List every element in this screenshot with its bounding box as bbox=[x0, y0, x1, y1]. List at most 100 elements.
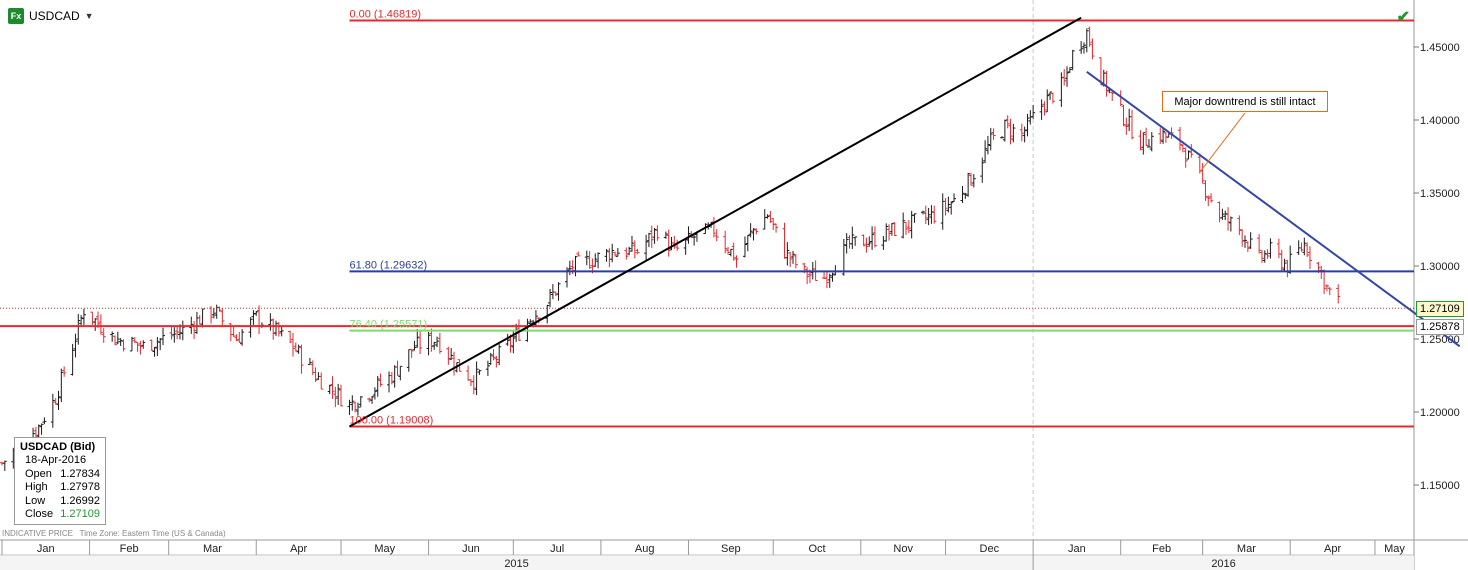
annotation-callout[interactable]: Major downtrend is still intact bbox=[1162, 91, 1328, 112]
ohlc-bar bbox=[731, 242, 736, 261]
ohlc-bar bbox=[211, 307, 216, 319]
ohlc-bar bbox=[1223, 210, 1228, 221]
ohlc-bar bbox=[870, 226, 875, 250]
ohlc-bar bbox=[53, 398, 58, 405]
ohlc-bar bbox=[1248, 232, 1253, 249]
ohlc-bar bbox=[231, 326, 236, 338]
ohlc-bar bbox=[988, 127, 993, 151]
ohlc-bar bbox=[751, 228, 756, 241]
month-label: May bbox=[1384, 543, 1405, 555]
ohlc-bar bbox=[827, 273, 832, 288]
ohlc-bar bbox=[774, 223, 779, 233]
ohlc-bar bbox=[655, 225, 660, 241]
ohlc-bar bbox=[412, 340, 417, 351]
ohlc-bar bbox=[1067, 67, 1072, 73]
ohlc-bar bbox=[629, 235, 634, 252]
ohlc-bar bbox=[1262, 250, 1267, 263]
ohlc-bar bbox=[1158, 127, 1163, 144]
fib-level-label: 76.40 (1.25571) bbox=[349, 319, 427, 331]
ohlc-bar bbox=[192, 321, 197, 340]
ohlc-bar bbox=[1186, 150, 1191, 160]
ohlc-bar bbox=[1146, 138, 1151, 148]
ohlc-bar bbox=[652, 227, 657, 244]
ohlc-bar bbox=[50, 393, 55, 428]
ohlc-bar bbox=[850, 226, 855, 249]
level-price-tag: 1.25878 bbox=[1416, 319, 1464, 335]
ohlc-bar bbox=[949, 201, 954, 215]
y-tick-label: 1.20000 bbox=[1420, 407, 1460, 419]
ohlc-bar bbox=[333, 386, 338, 408]
level-labels: 0.00 (1.46819) 61.80 (1.29632) 76.40 (1.25… bbox=[349, 8, 433, 426]
ohlc-bar bbox=[788, 252, 793, 267]
ohlc-bar bbox=[1245, 241, 1250, 253]
ohlc-bar bbox=[409, 348, 414, 358]
ohlc-bar bbox=[1110, 91, 1115, 101]
ohlc-bar bbox=[906, 220, 911, 234]
ohlc-bar bbox=[923, 205, 928, 225]
ohlc-bar bbox=[367, 397, 372, 403]
ohlc-bar bbox=[1065, 66, 1070, 87]
data-window-title: USDCAD (Bid) bbox=[20, 441, 96, 453]
open-row: Open 1.27834 bbox=[25, 467, 100, 480]
ohlc-bar bbox=[1144, 127, 1149, 146]
ohlc-bar bbox=[1031, 104, 1036, 119]
ohlc-bar bbox=[389, 371, 394, 385]
ohlc-bar bbox=[1045, 89, 1050, 113]
ohlc-bar bbox=[429, 328, 434, 352]
symbol-name[interactable]: USDCAD bbox=[29, 9, 80, 23]
ohlc-bar bbox=[1000, 136, 1005, 139]
ohlc-bar bbox=[497, 344, 502, 366]
month-label: Jul bbox=[550, 543, 564, 555]
fib-level-label: 0.00 (1.46819) bbox=[349, 8, 421, 20]
ohlc-bar bbox=[966, 172, 971, 197]
chevron-down-icon[interactable]: ▼ bbox=[84, 11, 94, 21]
ohlc-bar bbox=[1282, 258, 1287, 272]
ohlc-bar bbox=[141, 340, 146, 349]
month-label: May bbox=[374, 543, 395, 555]
ohlc-bar bbox=[1259, 250, 1264, 263]
ohlc-bar bbox=[593, 253, 598, 267]
ohlc-bar bbox=[548, 288, 553, 308]
ohlc-bar bbox=[290, 332, 295, 357]
year-label: 2016 bbox=[1211, 558, 1235, 570]
y-tick-label: 1.25000 bbox=[1420, 334, 1460, 346]
last-price-tag: 1.27109 bbox=[1416, 301, 1464, 317]
ohlc-bar bbox=[1228, 216, 1233, 232]
ohlc-bar bbox=[234, 334, 239, 342]
fx-badge-icon: Fx bbox=[8, 8, 24, 24]
ohlc-bar bbox=[771, 218, 776, 231]
ohlc-bar bbox=[42, 417, 47, 425]
ohlc-bar bbox=[353, 401, 358, 413]
ohlc-bar bbox=[1161, 128, 1166, 144]
ohlc-bar bbox=[1081, 42, 1086, 54]
ohlc-bar bbox=[1005, 115, 1010, 129]
y-tick-label: 1.35000 bbox=[1420, 188, 1460, 200]
symbol-header[interactable]: Fx USDCAD ▼ bbox=[8, 6, 94, 26]
ohlc-bar bbox=[1130, 109, 1134, 140]
ohlc-bar bbox=[726, 246, 731, 255]
ohlc-bar bbox=[1104, 70, 1109, 97]
y-tick-label: 1.15000 bbox=[1420, 480, 1460, 492]
ohlc-bar bbox=[968, 172, 973, 186]
ohlc-bar bbox=[474, 361, 479, 396]
ohlc-bar bbox=[1019, 123, 1024, 142]
ohlc-bar bbox=[175, 325, 180, 340]
y-tick-label: 1.30000 bbox=[1420, 261, 1460, 273]
ohlc-bar bbox=[370, 395, 375, 404]
ohlc-bar bbox=[251, 310, 256, 325]
close-row: Close 1.27109 bbox=[25, 508, 100, 520]
ohlc-bar bbox=[446, 346, 451, 365]
ohlc-bar bbox=[745, 235, 750, 252]
ohlc-bar bbox=[1022, 126, 1027, 143]
ohlc-bar bbox=[613, 251, 618, 257]
ohlc-bar bbox=[872, 226, 877, 248]
ohlc-bar bbox=[1149, 131, 1154, 152]
ohlc-bar bbox=[76, 314, 81, 345]
low-row: Low 1.26992 bbox=[25, 494, 100, 507]
ohlc-bar bbox=[307, 357, 312, 365]
ohlc-bar bbox=[960, 185, 965, 203]
ohlc-bar bbox=[288, 330, 293, 344]
ohlc-bar bbox=[1042, 101, 1047, 116]
ohlc-bar bbox=[1336, 284, 1341, 304]
ohlc-bar bbox=[711, 217, 716, 238]
